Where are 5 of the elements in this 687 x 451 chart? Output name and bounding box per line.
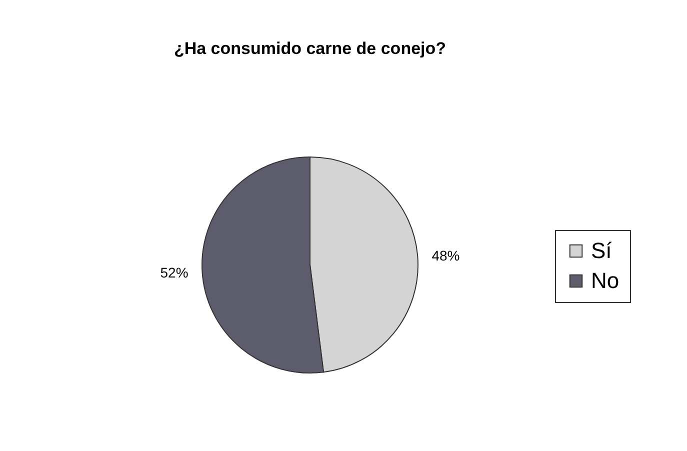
chart-title: ¿Ha consumido carne de conejo?	[174, 39, 446, 58]
data-label: 48%	[432, 247, 460, 264]
legend-label: No	[591, 268, 620, 293]
data-label: 52%	[160, 264, 188, 281]
legend-label: Sí	[591, 238, 612, 263]
